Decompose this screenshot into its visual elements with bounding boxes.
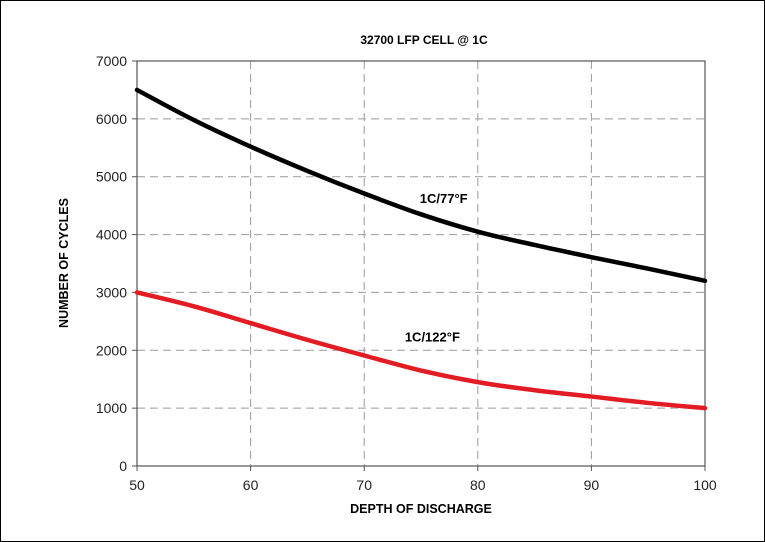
series-label-2: 1C/122°F: [405, 330, 460, 345]
y-tick-label: 7000: [96, 53, 127, 69]
x-tick-label: 60: [243, 477, 259, 493]
y-tick-label: 2000: [96, 342, 127, 358]
chart-title: 32700 LFP CELL @ 1C: [360, 33, 488, 47]
x-tick-label: 90: [584, 477, 600, 493]
grid: [137, 61, 705, 466]
series-group: 1C/77°F 1C/122°F: [134, 87, 708, 411]
y-tick-label: 5000: [96, 169, 127, 185]
x-tick-label: 50: [129, 477, 145, 493]
y-tick-label: 1000: [96, 400, 127, 416]
series-line-1: [134, 87, 708, 284]
x-tick-label: 80: [470, 477, 486, 493]
axis-ticks: 50 60 70 80 90 100010002000300040005000600070…: [96, 53, 717, 493]
x-axis-label: DEPTH OF DISCHARGE: [350, 502, 492, 516]
series-line-2: [134, 290, 708, 411]
x-tick-label: 70: [356, 477, 372, 493]
y-tick-label: 6000: [96, 111, 127, 127]
series-label-1: 1C/77°F: [420, 191, 468, 206]
y-tick-label: 4000: [96, 227, 127, 243]
y-tick-label: 3000: [96, 284, 127, 300]
y-tick-label: 0: [119, 458, 127, 474]
x-tick-label: 100: [693, 477, 717, 493]
plot-area: [136, 60, 706, 467]
y-axis-label: NUMBER OF CYCLES: [57, 198, 71, 328]
